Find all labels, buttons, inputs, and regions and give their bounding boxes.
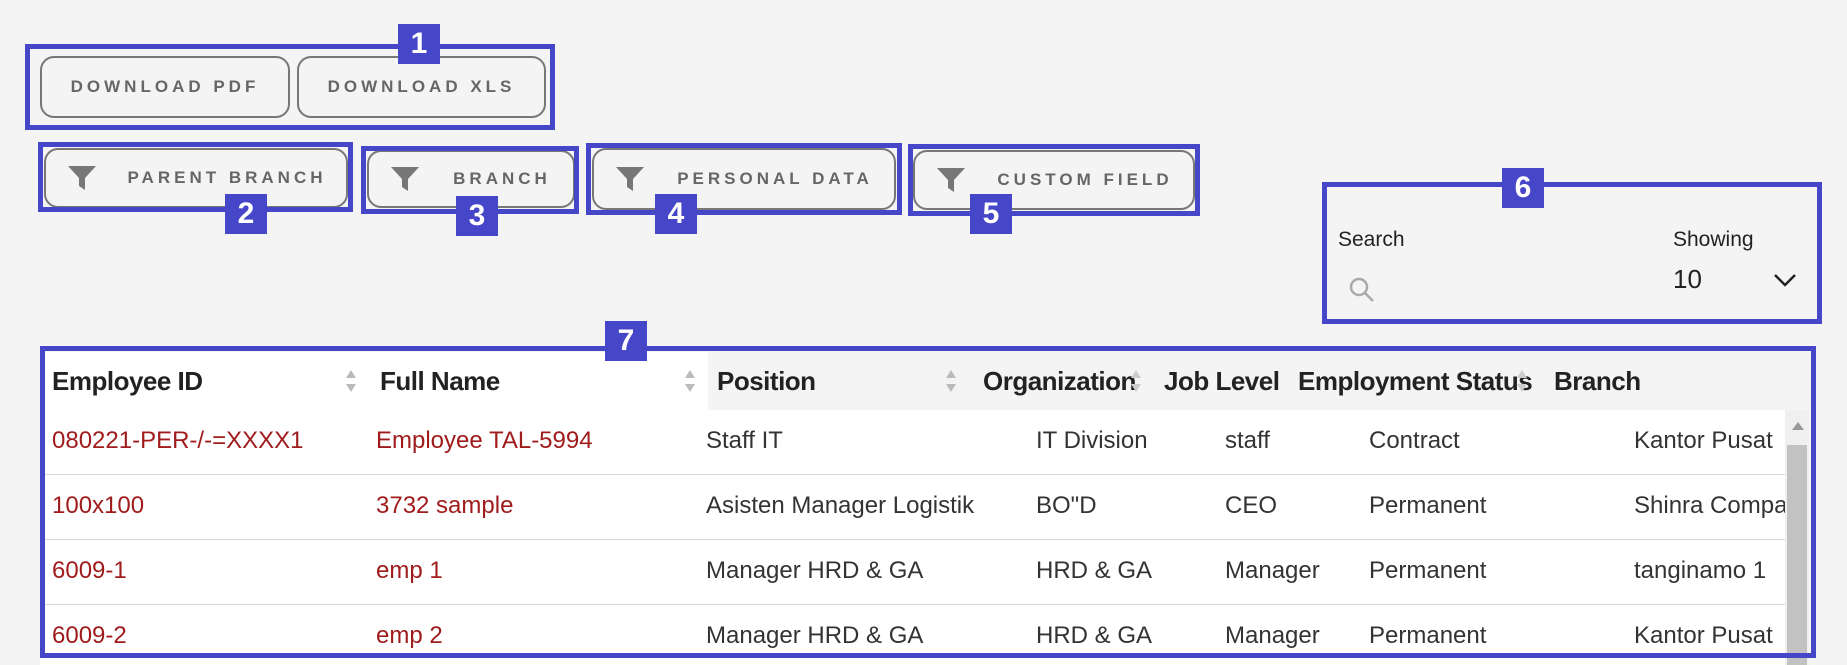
chevron-down-icon <box>1774 274 1796 287</box>
header-employment-status[interactable]: Employment Status <box>1298 366 1533 396</box>
annotation-number-4: 4 <box>655 194 697 234</box>
header-sticky-bg <box>40 352 708 410</box>
cell-branch: Kantor Pusat <box>1634 427 1773 454</box>
header-branch[interactable]: Branch <box>1554 366 1641 396</box>
cell-employment-status: Contract <box>1369 427 1460 454</box>
cell-branch: Kantor Pusat <box>1634 622 1773 649</box>
download-xls-button[interactable]: DOWNLOAD XLS <box>297 56 546 118</box>
cell-branch: Shinra Company <box>1634 492 1785 519</box>
table-row[interactable]: 6009-1 emp 1 Manager HRD & GA HRD & GA M… <box>40 540 1785 605</box>
header-position[interactable]: Position <box>717 366 816 396</box>
cell-job-level: CEO <box>1225 492 1278 519</box>
filter-label: BRANCH <box>453 169 551 188</box>
funnel-icon <box>937 168 965 192</box>
showing-select[interactable]: 10 <box>1673 262 1833 298</box>
scroll-up-arrow-icon[interactable] <box>1790 420 1806 432</box>
cell-position: Staff IT <box>706 427 783 454</box>
funnel-icon <box>616 167 644 191</box>
search-label: Search <box>1338 228 1405 251</box>
filter-label: CUSTOM FIELD <box>997 170 1173 189</box>
annotation-number-3: 3 <box>456 196 498 236</box>
funnel-icon <box>391 167 419 191</box>
cell-organization: IT Division <box>1036 427 1148 454</box>
annotation-number-2: 2 <box>225 194 267 234</box>
filter-personal-data-button[interactable]: PERSONAL DATA <box>592 148 896 210</box>
cell-full-name[interactable]: 3732 sample <box>376 492 514 519</box>
cell-job-level: Manager <box>1225 557 1320 584</box>
search-icon <box>1349 277 1374 302</box>
showing-label: Showing <box>1673 228 1754 251</box>
cell-employee-id[interactable]: 080221-PER-/-=XXXX1 <box>52 427 304 454</box>
cell-employee-id[interactable]: 6009-1 <box>52 557 127 584</box>
table-row[interactable]: 080221-PER-/-=XXXX1 Employee TAL-5994 St… <box>40 410 1785 475</box>
cell-employment-status: Permanent <box>1369 557 1487 584</box>
cell-employment-status: Permanent <box>1369 622 1487 649</box>
cell-branch: tanginamo 1 <box>1634 557 1767 584</box>
sort-icon[interactable] <box>1516 368 1528 394</box>
cell-full-name[interactable]: emp 1 <box>376 557 443 584</box>
header-job-level[interactable]: Job Level <box>1164 366 1280 396</box>
sort-icon[interactable] <box>684 368 696 394</box>
annotation-number-1: 1 <box>398 24 440 64</box>
cell-job-level: staff <box>1225 427 1270 454</box>
scrollbar-thumb[interactable] <box>1787 445 1807 665</box>
filter-parent-branch-button[interactable]: PARENT BRANCH <box>44 148 348 208</box>
funnel-icon <box>68 166 96 190</box>
cell-employment-status: Permanent <box>1369 492 1487 519</box>
table-row[interactable]: 100x100 3732 sample Asisten Manager Logi… <box>40 475 1785 540</box>
download-pdf-button[interactable]: DOWNLOAD PDF <box>40 56 290 118</box>
cell-employee-id[interactable]: 100x100 <box>52 492 145 519</box>
cell-position: Manager HRD & GA <box>706 557 924 584</box>
showing-value: 10 <box>1673 264 1702 294</box>
table-body: 080221-PER-/-=XXXX1 Employee TAL-5994 St… <box>40 410 1785 665</box>
filter-label: PARENT BRANCH <box>127 168 327 187</box>
table-row[interactable]: 6009-2 emp 2 Manager HRD & GA HRD & GA M… <box>40 605 1785 665</box>
sort-icon[interactable] <box>1130 368 1142 394</box>
cell-full-name[interactable]: emp 2 <box>376 622 443 649</box>
header-organization[interactable]: Organization <box>983 366 1136 396</box>
header-employee-id[interactable]: Employee ID <box>52 366 203 396</box>
annotation-number-7: 7 <box>605 321 647 361</box>
table-header: Employee ID Full Name Position Organizat… <box>40 352 1810 410</box>
sort-icon[interactable] <box>345 368 357 394</box>
annotation-number-6: 6 <box>1502 168 1544 208</box>
filter-custom-field-button[interactable]: CUSTOM FIELD <box>913 150 1195 210</box>
cell-organization: HRD & GA <box>1036 622 1153 649</box>
cell-organization: HRD & GA <box>1036 557 1153 584</box>
cell-position: Asisten Manager Logistik <box>706 492 975 519</box>
cell-organization: BO"D <box>1036 492 1097 519</box>
header-full-name[interactable]: Full Name <box>380 366 500 396</box>
sort-icon[interactable] <box>945 368 957 394</box>
annotation-number-5: 5 <box>970 194 1012 234</box>
filter-label: PERSONAL DATA <box>677 169 873 188</box>
search-input[interactable] <box>1380 270 1654 308</box>
cell-job-level: Manager <box>1225 622 1320 649</box>
cell-employee-id[interactable]: 6009-2 <box>52 622 127 649</box>
cell-full-name[interactable]: Employee TAL-5994 <box>376 427 593 454</box>
cell-position: Manager HRD & GA <box>706 622 924 649</box>
